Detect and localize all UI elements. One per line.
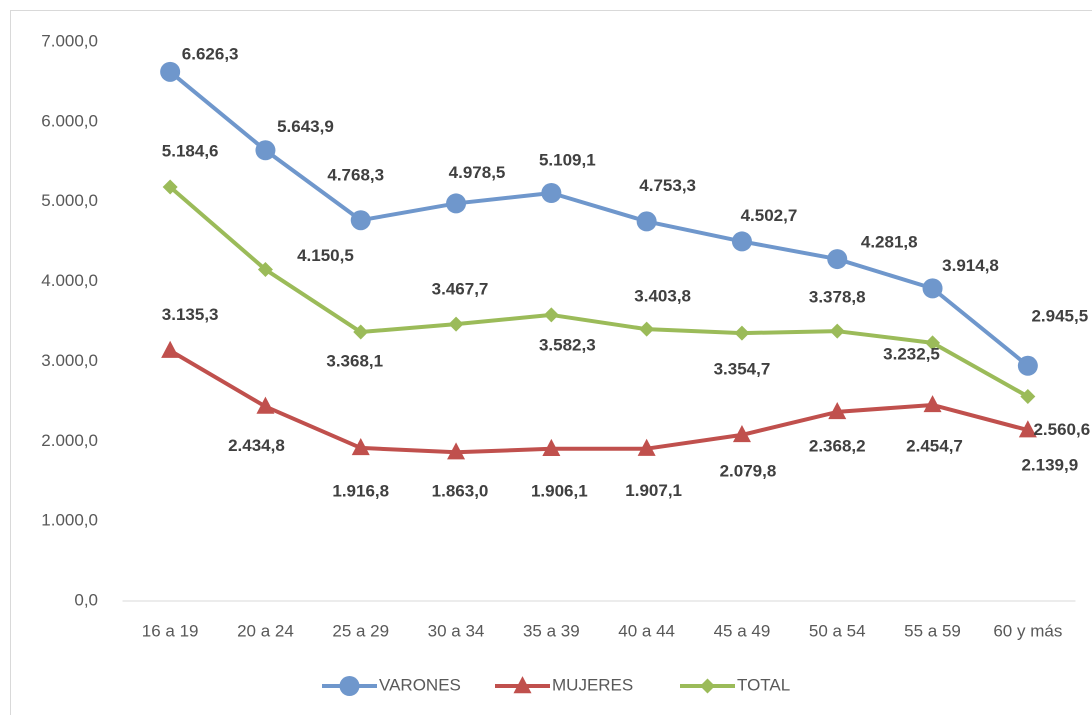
series-line (168, 70, 1030, 368)
marker (447, 442, 466, 460)
marker (731, 231, 752, 252)
y-tick-label: 1.000,0 (41, 511, 98, 530)
marker (923, 395, 942, 413)
data-label: 4.768,3 (327, 166, 384, 185)
marker (513, 676, 532, 694)
data-label: 2.079,8 (720, 461, 777, 480)
marker (256, 396, 275, 414)
y-tick-label: 3.000,0 (41, 351, 98, 370)
data-label: 3.354,7 (714, 360, 771, 379)
y-tick-label: 2.000,0 (41, 431, 98, 450)
marker (541, 183, 562, 204)
series-line (169, 348, 1029, 455)
data-label: 2.368,2 (809, 436, 866, 455)
marker (828, 401, 847, 420)
data-label: 5.643,9 (277, 117, 334, 136)
y-tick-label: 5.000,0 (41, 191, 98, 210)
marker (829, 323, 845, 339)
data-label: 2.945,5 (1031, 306, 1088, 325)
marker (161, 340, 180, 358)
data-label: 3.368,1 (326, 352, 383, 371)
marker (922, 278, 943, 299)
data-label: 2.139,9 (1021, 456, 1078, 475)
data-label: 2.560,6 (1033, 420, 1090, 439)
marker (639, 321, 655, 337)
x-tick-label: 30 a 34 (428, 621, 485, 640)
y-tick-label: 0,0 (74, 590, 98, 609)
marker (350, 210, 371, 231)
marker (353, 324, 369, 340)
data-label: 2.434,8 (228, 436, 285, 455)
data-label: 4.281,8 (861, 233, 918, 252)
marker (542, 438, 561, 456)
marker (162, 179, 178, 195)
x-tick-label: 45 a 49 (714, 621, 771, 640)
y-tick-label: 7.000,0 (41, 31, 98, 50)
x-tick-label: 25 a 29 (332, 621, 389, 640)
y-tick-label: 6.000,0 (41, 111, 98, 130)
data-label: 3.467,7 (432, 280, 489, 299)
data-label: 4.502,7 (741, 206, 798, 225)
legend-label: MUJERES (552, 675, 633, 694)
x-tick-label: 50 a 54 (809, 621, 866, 640)
data-label: 1.916,8 (332, 481, 389, 500)
x-tick-label: 16 a 19 (142, 621, 199, 640)
y-tick-label: 4.000,0 (41, 271, 98, 290)
marker (734, 325, 750, 341)
legend-label: TOTAL (737, 675, 790, 694)
data-label: 1.863,0 (432, 482, 489, 501)
marker (1020, 389, 1036, 405)
marker (1018, 420, 1037, 438)
marker (351, 438, 370, 456)
marker (925, 335, 941, 351)
marker (257, 262, 273, 278)
data-label: 3.378,8 (809, 288, 866, 307)
data-label: 1.907,1 (625, 481, 682, 500)
marker (700, 678, 715, 694)
data-label: 6.626,3 (182, 44, 239, 63)
data-label: 4.978,5 (449, 163, 506, 182)
marker (732, 425, 751, 443)
data-label: 5.109,1 (539, 150, 596, 169)
data-label: 1.906,1 (531, 481, 588, 500)
marker (636, 211, 657, 232)
marker (160, 61, 181, 82)
marker (255, 140, 276, 161)
marker (637, 438, 656, 456)
marker (543, 307, 559, 323)
marker (448, 316, 464, 332)
marker (339, 676, 360, 696)
series-line (168, 185, 1029, 399)
data-label: 5.184,6 (162, 141, 219, 160)
marker (446, 193, 467, 214)
legend-label: VARONES (379, 675, 461, 694)
data-label: 3.135,3 (162, 305, 219, 324)
x-tick-label: 60 y más (993, 621, 1062, 640)
x-tick-label: 55 a 59 (904, 621, 961, 640)
data-label: 3.582,3 (539, 335, 596, 354)
data-label: 3.232,5 (883, 344, 940, 363)
data-label: 3.914,8 (942, 256, 999, 275)
x-tick-label: 35 a 39 (523, 621, 580, 640)
marker (1017, 355, 1038, 376)
data-label: 4.150,5 (297, 246, 354, 265)
data-label: 4.753,3 (639, 176, 696, 195)
marker (827, 249, 848, 270)
data-label: 2.454,7 (906, 436, 963, 455)
data-label: 3.403,8 (634, 287, 691, 306)
x-tick-label: 20 a 24 (237, 621, 294, 640)
x-tick-label: 40 a 44 (618, 621, 675, 640)
